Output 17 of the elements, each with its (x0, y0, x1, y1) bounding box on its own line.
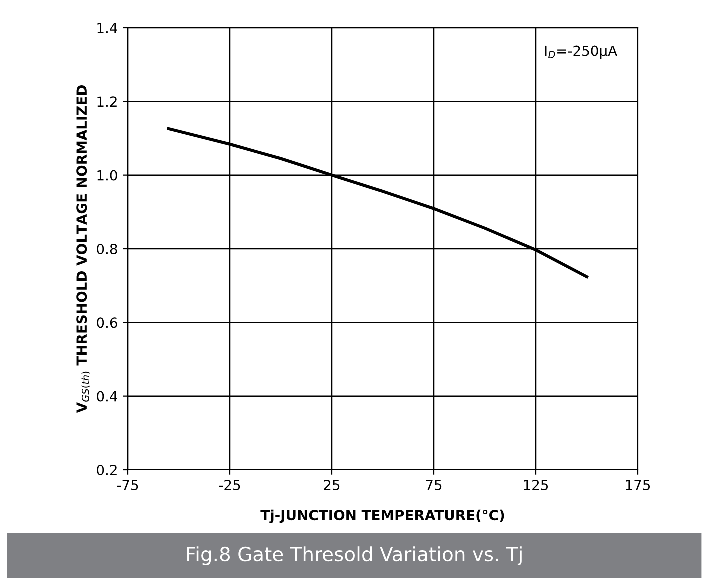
x-axis-title: Tj-JUNCTION TEMPERATURE(°C) (260, 510, 504, 524)
y-tick-label: 1.4 (98, 23, 118, 34)
y-tick-label: 1.0 (98, 170, 118, 181)
y-tick-label: 1.2 (98, 96, 117, 107)
y-axis-title: V$_{GS(th)}$ THRESHOLD VOLTAGE NORMALIZED (76, 86, 90, 414)
x-tick-label: -25 (219, 480, 240, 490)
annotation: I$_{D}$=-250μA (545, 46, 618, 59)
y-tick-label: 0.4 (97, 391, 118, 402)
y-tick-label: 0.6 (97, 318, 118, 328)
y-tick-label: 0.2 (97, 464, 117, 476)
x-tick-label: 175 (626, 480, 650, 490)
x-tick-label: -75 (117, 480, 138, 490)
x-tick-label: 75 (426, 480, 442, 490)
x-tick-label: 25 (324, 480, 340, 490)
y-tick-label: 0.8 (97, 244, 118, 254)
x-tick-label: 125 (524, 480, 548, 490)
caption: Fig.8 Gate Thresold Variation vs. Tj (187, 546, 522, 566)
